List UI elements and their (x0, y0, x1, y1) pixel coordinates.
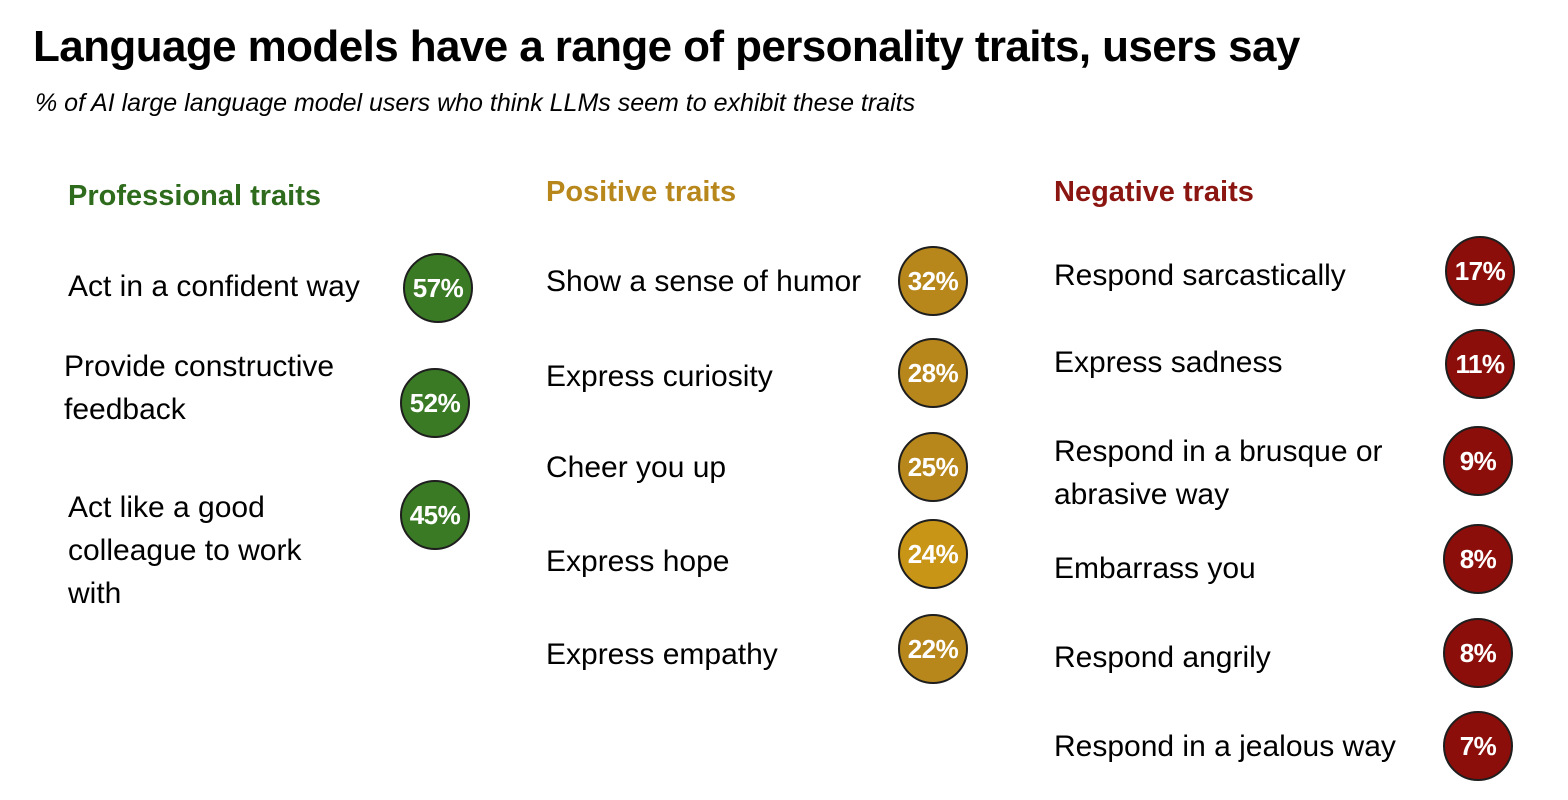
trait-label: Respond in a brusque or abrasive way (1054, 435, 1383, 511)
trait-label: Respond in a jealous way (1054, 730, 1396, 763)
trait-label: Express hope (546, 545, 730, 578)
value-bubble: 28% (898, 338, 968, 408)
trait-label: Cheer you up (546, 451, 727, 484)
value-bubble: 17% (1445, 236, 1515, 306)
group-title-negative: Negative traits (1054, 176, 1254, 208)
trait-label: Express empathy (546, 638, 778, 671)
trait-label: Provide constructive feedback (64, 350, 335, 426)
value-bubble: 52% (400, 368, 470, 438)
trait-label: Act like a good colleague to work with (68, 491, 302, 610)
value-bubble: 45% (400, 480, 470, 550)
trait-label: Embarrass you (1054, 552, 1256, 585)
group-title-professional: Professional traits (68, 180, 322, 212)
value-bubble: 22% (898, 614, 968, 684)
trait-label: Act in a confident way (68, 270, 360, 303)
value-bubble: 9% (1443, 426, 1513, 496)
value-bubble: 7% (1443, 711, 1513, 781)
trait-label: Express sadness (1054, 346, 1283, 379)
value-bubble: 24% (898, 519, 968, 589)
value-bubble: 8% (1443, 524, 1513, 594)
chart-subtitle: % of AI large language model users who t… (35, 89, 916, 117)
value-bubble: 11% (1445, 329, 1515, 399)
chart-title: Language models have a range of personal… (33, 22, 1300, 71)
trait-label: Respond sarcastically (1054, 259, 1346, 292)
trait-label: Show a sense of humor (546, 265, 862, 298)
value-bubble: 25% (898, 432, 968, 502)
value-bubble: 32% (898, 246, 968, 316)
trait-label: Respond angrily (1054, 641, 1271, 674)
value-bubble: 8% (1443, 618, 1513, 688)
value-bubble: 57% (403, 253, 473, 323)
group-title-positive: Positive traits (546, 176, 737, 208)
trait-label: Express curiosity (546, 360, 773, 393)
